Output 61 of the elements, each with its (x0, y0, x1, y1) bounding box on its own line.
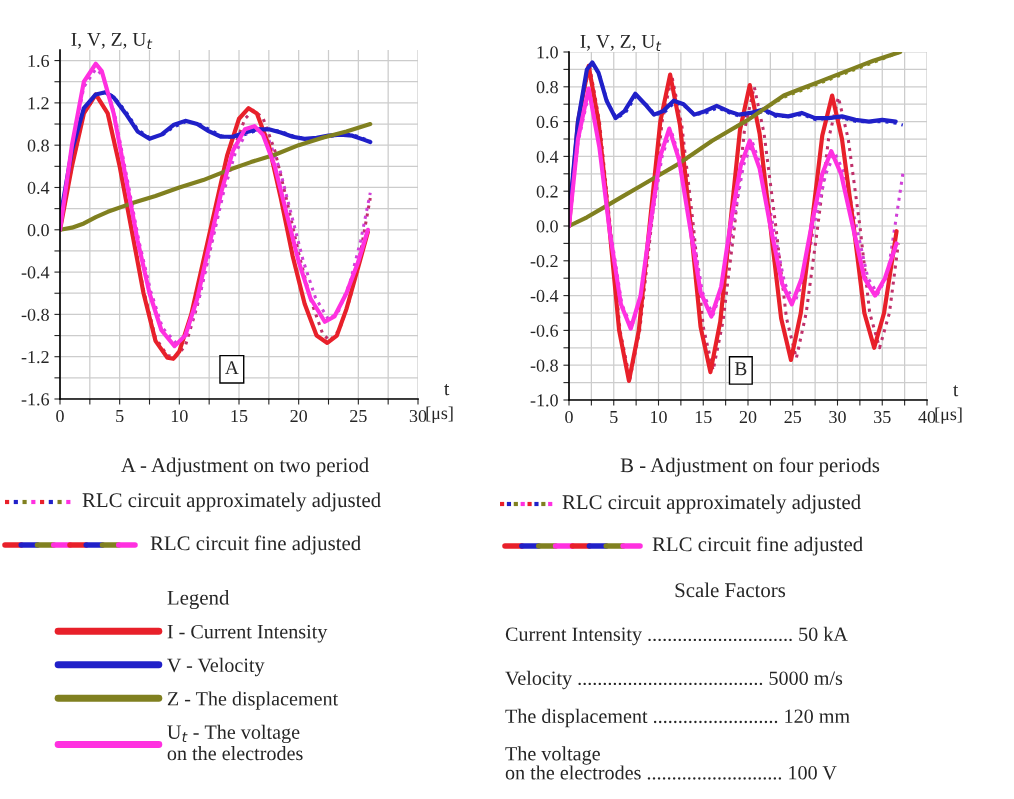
text: The displacement ......................... 120 mm (505, 708, 850, 728)
annotation: B (734, 362, 747, 376)
x-tick-label: 20 (290, 409, 308, 423)
y-tick-label: -0.4 (21, 266, 50, 279)
legend-label: I - Current Intensity (167, 624, 328, 643)
y-tick-label: -0.4 (530, 289, 559, 303)
y-tick-label: -1.0 (530, 394, 558, 407)
x-axis-title: t (953, 385, 959, 397)
text: B - Adjustment on four periods (620, 457, 880, 477)
y-tick-label: -0.2 (530, 255, 558, 268)
text: Velocity ..................................... 5000 m/s (505, 670, 843, 690)
y-tick-label: 0.0 (27, 224, 49, 237)
x-tick-label: 15 (695, 411, 712, 424)
y-tick-label: -0.8 (530, 359, 558, 372)
y-axis-title: I, V, Z, U$_{t}$ (580, 35, 662, 51)
x-axis-title: t (444, 384, 450, 396)
x-tick-label: 5 (116, 410, 124, 423)
x-tick-label: 5 (610, 411, 618, 424)
line-series (60, 121, 373, 232)
text: [μs] (935, 407, 962, 424)
y-tick-label: 0.8 (536, 81, 558, 94)
text: Scale Factors (675, 582, 786, 598)
x-tick-label: 30 (829, 410, 846, 424)
x-tick-label: 0 (56, 409, 64, 423)
y-tick-label: -1.6 (21, 393, 50, 406)
text: Current Intensity ............................. 50 kA (505, 626, 848, 646)
text: [μs] (426, 406, 453, 423)
y-tick-label: -0.6 (530, 324, 559, 337)
legend-title: Legend (167, 590, 230, 610)
y-tick-label: 0.8 (27, 139, 49, 152)
y-tick-label: -0.8 (21, 308, 49, 321)
x-tick-label: 25 (350, 409, 367, 423)
text: RLC circuit fine adjusted (150, 535, 361, 555)
text: RLC circuit fine adjusted (652, 536, 863, 556)
annotation: A (225, 361, 239, 375)
y-tick-label: 0.4 (536, 150, 559, 163)
legend-label: U$_{t}$ - The voltage on the electrodes (167, 724, 303, 761)
y-tick-label: -1.2 (21, 351, 49, 364)
y-tick-label: 0.4 (27, 181, 50, 195)
y-tick-label: 1.6 (28, 54, 50, 68)
x-tick-label: 10 (651, 410, 667, 424)
x-tick-label: 20 (739, 410, 757, 424)
text: RLC circuit approximately adjusted (82, 492, 381, 512)
x-tick-label: 15 (231, 410, 248, 423)
text: A - Adjustment on two period (121, 457, 369, 477)
legend-label: V - Velocity (167, 657, 265, 677)
x-tick-label: 25 (784, 410, 802, 424)
x-tick-label: 0 (565, 410, 573, 424)
x-tick-label: 10 (171, 409, 188, 423)
y-tick-label: 0.2 (536, 185, 558, 198)
text: RLC circuit approximately adjusted (562, 494, 861, 514)
text: The voltage on the electrodes ........................... 100 V (505, 746, 837, 780)
x-tick-label: 40 (918, 410, 936, 424)
y-tick-label: 0.0 (536, 220, 558, 233)
y-tick-label: 0.6 (536, 115, 559, 129)
x-tick-label: 30 (409, 409, 427, 423)
y-axis-title: I, V, Z, U$_{t}$ (71, 33, 153, 49)
y-tick-label: 1.0 (537, 46, 558, 59)
legend-label: Z - The displacement (167, 691, 339, 710)
x-tick-label: 35 (874, 410, 891, 424)
y-tick-label: 1.2 (28, 97, 49, 110)
